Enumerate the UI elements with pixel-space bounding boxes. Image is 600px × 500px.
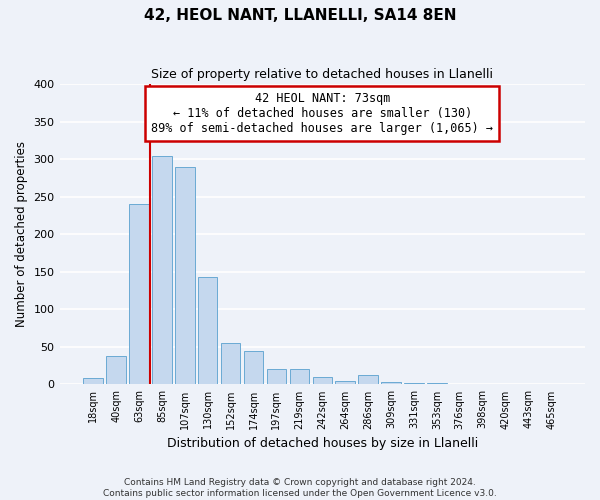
Title: Size of property relative to detached houses in Llanelli: Size of property relative to detached ho… [151,68,493,80]
Bar [83,378,103,384]
Text: Contains HM Land Registry data © Crown copyright and database right 2024.
Contai: Contains HM Land Registry data © Crown c… [103,478,497,498]
Bar [313,377,332,384]
Bar [404,383,424,384]
Text: 42, HEOL NANT, LLANELLI, SA14 8EN: 42, HEOL NANT, LLANELLI, SA14 8EN [144,8,456,22]
Bar [358,374,378,384]
Bar [152,156,172,384]
Bar [267,370,286,384]
Bar [175,167,194,384]
Bar [335,380,355,384]
Bar [290,370,309,384]
Bar [106,356,126,384]
Bar [427,383,446,384]
Bar [221,343,241,384]
Bar [129,204,149,384]
Bar [198,277,217,384]
Y-axis label: Number of detached properties: Number of detached properties [15,142,28,328]
Text: 42 HEOL NANT: 73sqm
← 11% of detached houses are smaller (130)
89% of semi-detac: 42 HEOL NANT: 73sqm ← 11% of detached ho… [151,92,493,135]
X-axis label: Distribution of detached houses by size in Llanelli: Distribution of detached houses by size … [167,437,478,450]
Bar [381,382,401,384]
Bar [244,350,263,384]
